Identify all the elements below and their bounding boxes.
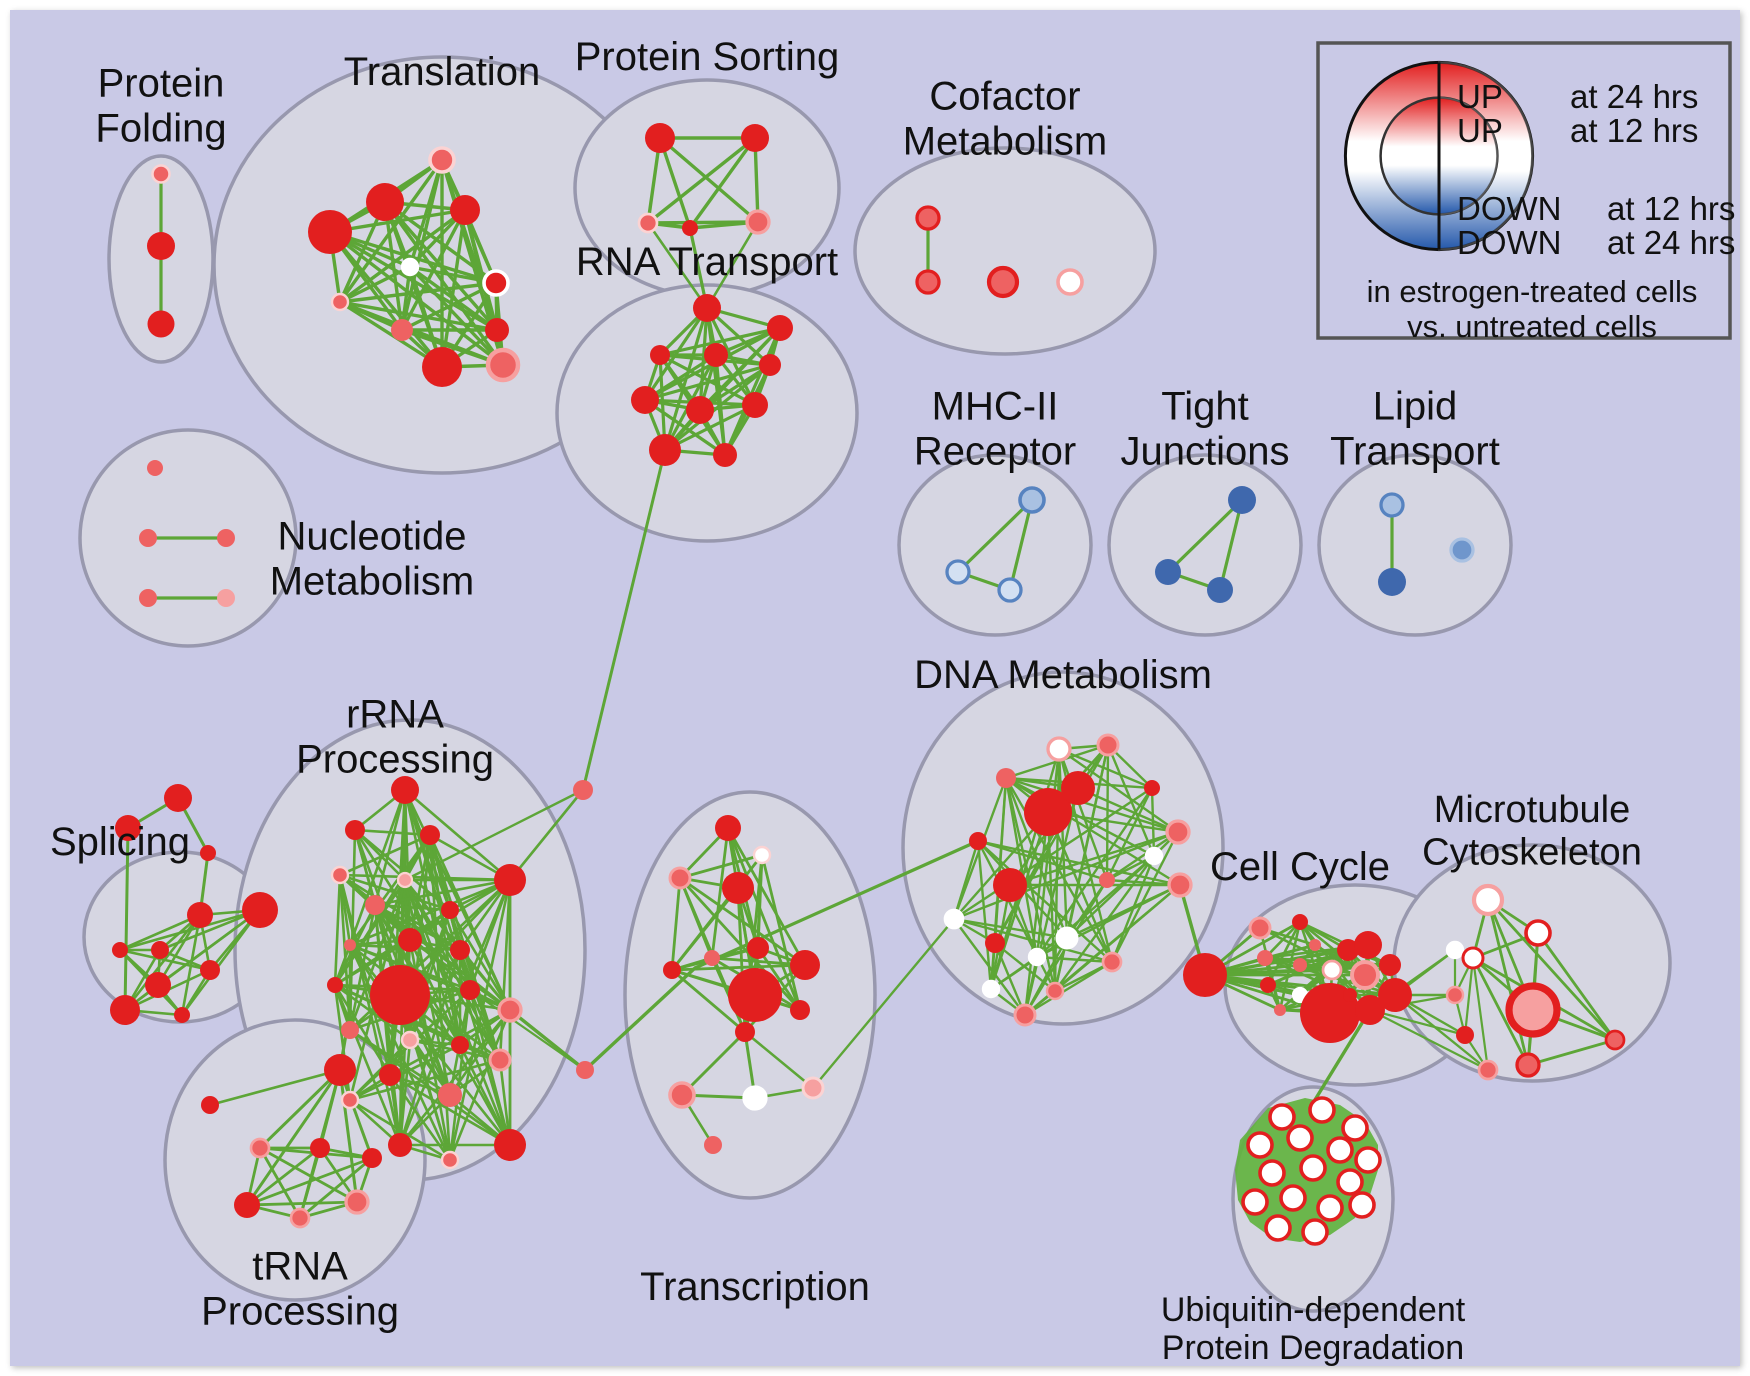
svg-text:Splicing: Splicing: [50, 820, 190, 864]
svg-text:at 12 hrs: at 12 hrs: [1570, 112, 1698, 149]
svg-text:Protein: Protein: [98, 62, 225, 106]
svg-text:Protein Degradation: Protein Degradation: [1162, 1329, 1464, 1366]
svg-text:at 24 hrs: at 24 hrs: [1607, 224, 1735, 261]
svg-text:Ubiquitin-dependent: Ubiquitin-dependent: [1161, 1291, 1466, 1329]
svg-text:DOWN: DOWN: [1457, 190, 1561, 227]
svg-text:Folding: Folding: [95, 106, 226, 150]
svg-text:Cofactor: Cofactor: [929, 75, 1080, 119]
svg-text:at 12 hrs: at 12 hrs: [1607, 190, 1735, 227]
svg-text:Transport: Transport: [1330, 429, 1500, 473]
svg-text:Microtubule: Microtubule: [1434, 789, 1630, 831]
svg-text:in estrogen-treated cells: in estrogen-treated cells: [1367, 274, 1698, 309]
svg-text:rRNA: rRNA: [346, 693, 444, 737]
svg-text:Metabolism: Metabolism: [903, 119, 1108, 163]
svg-text:UP: UP: [1457, 112, 1503, 149]
svg-text:Cytoskeleton: Cytoskeleton: [1422, 832, 1642, 874]
svg-text:Metabolism: Metabolism: [270, 559, 475, 603]
svg-text:Translation: Translation: [344, 50, 540, 94]
svg-text:vs. untreated cells: vs. untreated cells: [1407, 309, 1657, 344]
svg-text:DNA Metabolism: DNA Metabolism: [914, 653, 1212, 697]
svg-text:Tight: Tight: [1161, 385, 1248, 429]
svg-text:Processing: Processing: [201, 1289, 399, 1333]
svg-text:Processing: Processing: [296, 737, 494, 781]
svg-text:MHC-II: MHC-II: [932, 385, 1059, 429]
svg-text:Receptor: Receptor: [914, 429, 1076, 473]
svg-text:Junctions: Junctions: [1121, 429, 1290, 473]
svg-text:UP: UP: [1457, 78, 1503, 115]
svg-text:Lipid: Lipid: [1373, 385, 1458, 429]
svg-text:Protein Sorting: Protein Sorting: [575, 35, 840, 79]
svg-text:Cell Cycle: Cell Cycle: [1210, 845, 1390, 889]
svg-text:Transcription: Transcription: [640, 1265, 870, 1309]
svg-text:RNA Transport: RNA Transport: [576, 240, 838, 284]
svg-text:at 24 hrs: at 24 hrs: [1570, 78, 1698, 115]
svg-text:tRNA: tRNA: [252, 1245, 348, 1289]
svg-text:Nucleotide: Nucleotide: [277, 515, 466, 559]
svg-text:DOWN: DOWN: [1457, 224, 1561, 261]
